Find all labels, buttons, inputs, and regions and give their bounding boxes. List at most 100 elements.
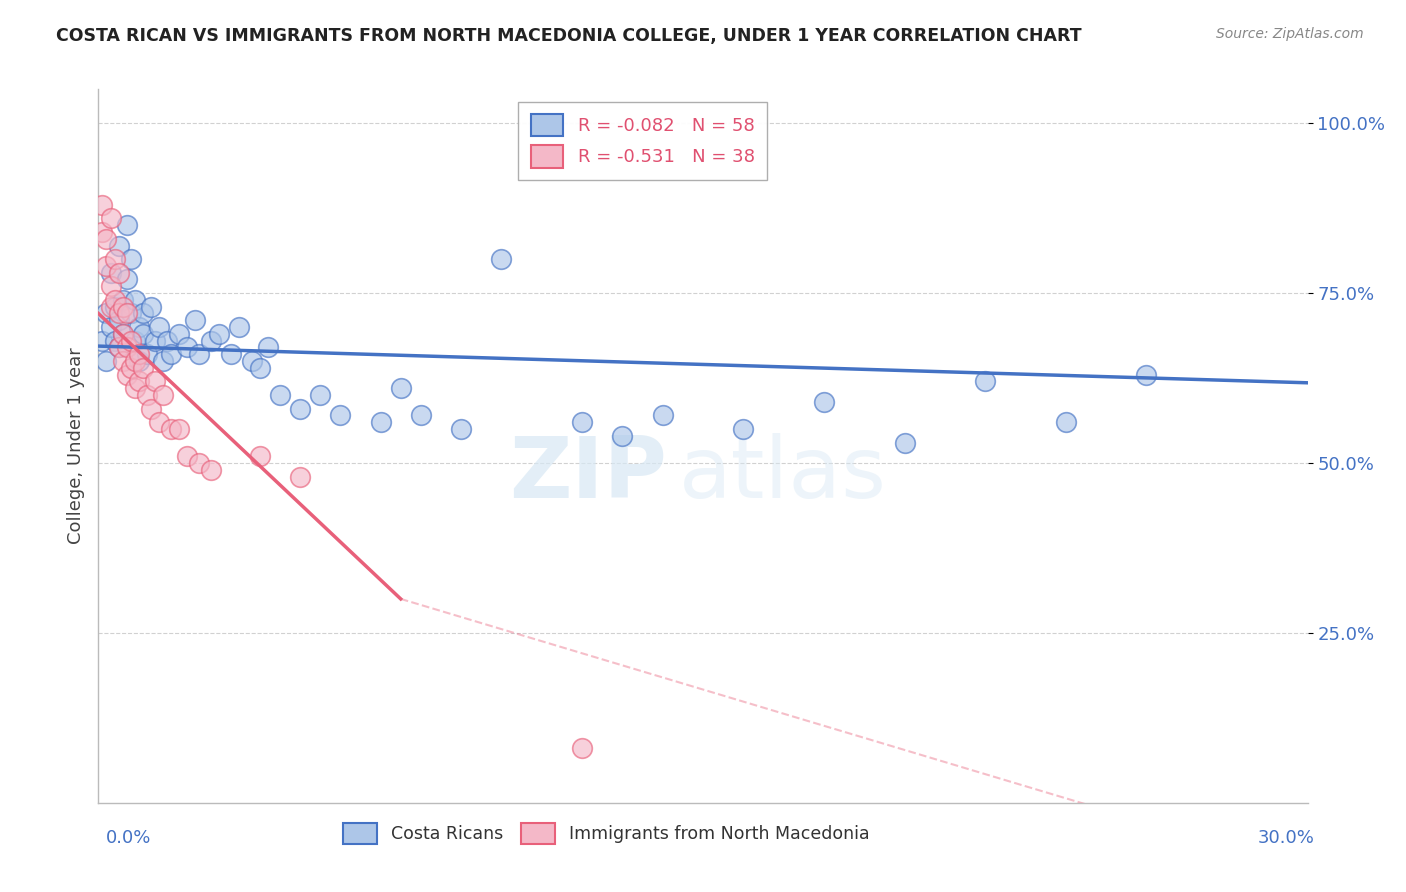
- Point: [96, 259, 118, 273]
- Point: [208, 326, 231, 341]
- Point: [240, 354, 263, 368]
- Point: [200, 334, 222, 348]
- Point: [188, 347, 211, 361]
- Point: [124, 381, 146, 395]
- Point: [288, 401, 311, 416]
- Point: [103, 300, 125, 314]
- Point: [813, 394, 835, 409]
- Point: [111, 354, 134, 368]
- Point: [111, 300, 134, 314]
- Point: [111, 326, 134, 341]
- Point: [103, 334, 125, 348]
- Point: [1054, 415, 1077, 429]
- Point: [91, 334, 114, 348]
- Point: [100, 279, 122, 293]
- Point: [120, 360, 142, 375]
- Point: [143, 375, 166, 389]
- Point: [115, 272, 138, 286]
- Point: [120, 252, 142, 266]
- Point: [256, 341, 278, 355]
- Point: [156, 334, 179, 348]
- Point: [249, 360, 271, 375]
- Point: [96, 232, 118, 246]
- Point: [651, 409, 673, 423]
- Point: [100, 320, 122, 334]
- Point: [91, 225, 114, 239]
- Point: [974, 375, 997, 389]
- Point: [200, 463, 222, 477]
- Text: ZIP: ZIP: [509, 433, 666, 516]
- Point: [132, 306, 155, 320]
- Point: [115, 306, 138, 320]
- Point: [148, 320, 170, 334]
- Legend: Costa Ricans, Immigrants from North Macedonia: Costa Ricans, Immigrants from North Mace…: [336, 816, 877, 851]
- Point: [176, 341, 198, 355]
- Point: [221, 347, 243, 361]
- Point: [160, 422, 183, 436]
- Point: [115, 218, 138, 232]
- Point: [132, 326, 155, 341]
- Y-axis label: College, Under 1 year: College, Under 1 year: [66, 348, 84, 544]
- Point: [249, 449, 271, 463]
- Text: Source: ZipAtlas.com: Source: ZipAtlas.com: [1216, 27, 1364, 41]
- Point: [124, 293, 146, 307]
- Point: [389, 381, 412, 395]
- Point: [103, 252, 125, 266]
- Point: [103, 293, 125, 307]
- Text: 0.0%: 0.0%: [105, 829, 150, 847]
- Point: [491, 252, 513, 266]
- Point: [288, 469, 311, 483]
- Point: [176, 449, 198, 463]
- Point: [128, 320, 150, 334]
- Point: [111, 326, 134, 341]
- Point: [370, 415, 392, 429]
- Point: [167, 422, 190, 436]
- Point: [107, 313, 129, 327]
- Point: [309, 388, 332, 402]
- Point: [107, 341, 129, 355]
- Point: [571, 415, 593, 429]
- Point: [228, 320, 250, 334]
- Point: [115, 341, 138, 355]
- Point: [1135, 368, 1157, 382]
- Point: [100, 300, 122, 314]
- Point: [612, 429, 634, 443]
- Point: [184, 313, 207, 327]
- Point: [107, 266, 129, 280]
- Point: [124, 334, 146, 348]
- Text: COSTA RICAN VS IMMIGRANTS FROM NORTH MACEDONIA COLLEGE, UNDER 1 YEAR CORRELATION: COSTA RICAN VS IMMIGRANTS FROM NORTH MAC…: [56, 27, 1081, 45]
- Point: [152, 354, 174, 368]
- Point: [269, 388, 291, 402]
- Point: [132, 360, 155, 375]
- Point: [124, 354, 146, 368]
- Point: [143, 334, 166, 348]
- Point: [148, 415, 170, 429]
- Point: [450, 422, 472, 436]
- Point: [115, 368, 138, 382]
- Point: [111, 293, 134, 307]
- Point: [160, 347, 183, 361]
- Text: atlas: atlas: [679, 433, 887, 516]
- Point: [139, 300, 162, 314]
- Point: [107, 306, 129, 320]
- Point: [91, 198, 114, 212]
- Point: [409, 409, 432, 423]
- Point: [188, 456, 211, 470]
- Point: [128, 354, 150, 368]
- Point: [100, 211, 122, 226]
- Point: [139, 401, 162, 416]
- Point: [152, 388, 174, 402]
- Point: [120, 334, 142, 348]
- Point: [167, 326, 190, 341]
- Point: [128, 375, 150, 389]
- Point: [96, 354, 118, 368]
- Point: [107, 341, 129, 355]
- Point: [135, 388, 157, 402]
- Point: [120, 306, 142, 320]
- Point: [107, 238, 129, 252]
- Point: [329, 409, 352, 423]
- Text: 30.0%: 30.0%: [1258, 829, 1315, 847]
- Point: [733, 422, 755, 436]
- Point: [893, 435, 915, 450]
- Point: [571, 741, 593, 756]
